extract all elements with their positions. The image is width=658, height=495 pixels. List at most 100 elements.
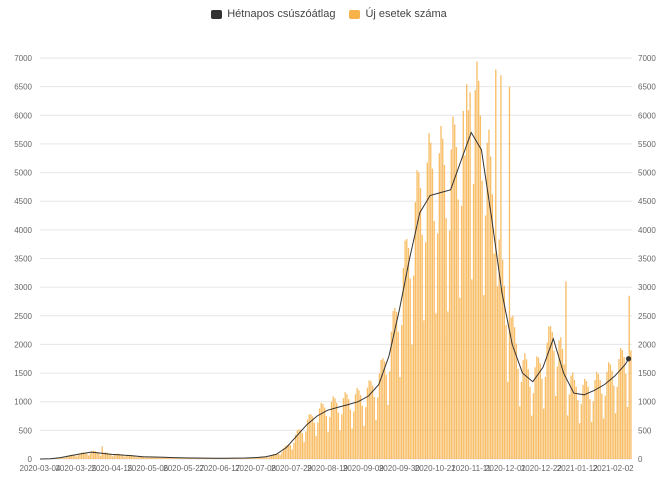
case-bar bbox=[556, 366, 559, 459]
case-bar bbox=[84, 452, 86, 459]
case-bar bbox=[510, 317, 512, 459]
case-bar bbox=[544, 377, 547, 459]
case-bar bbox=[344, 392, 346, 459]
case-bar bbox=[332, 396, 334, 459]
case-bar bbox=[584, 378, 586, 459]
case-bar bbox=[370, 381, 372, 459]
case-bar bbox=[353, 411, 355, 459]
case-bar bbox=[330, 401, 333, 459]
case-bar bbox=[125, 455, 127, 459]
case-bar bbox=[281, 452, 283, 459]
case-bar bbox=[382, 358, 384, 459]
case-bar bbox=[424, 242, 427, 459]
x-tick-label: 2021-02-02 bbox=[593, 464, 634, 473]
case-bar bbox=[79, 453, 81, 459]
case-bar bbox=[241, 458, 244, 459]
case-bar bbox=[130, 455, 132, 459]
case-bar bbox=[378, 373, 381, 459]
case-bar bbox=[501, 259, 504, 459]
x-tick-label: 2020-06-17 bbox=[199, 464, 240, 473]
case-bar bbox=[158, 457, 160, 459]
case-bar bbox=[96, 452, 98, 459]
case-bar bbox=[269, 456, 271, 459]
case-bar bbox=[91, 451, 93, 459]
legend-swatch-avg bbox=[211, 9, 223, 19]
case-bar bbox=[134, 456, 136, 459]
case-bar bbox=[260, 456, 263, 459]
case-bar bbox=[570, 375, 572, 459]
legend-label-cases: Új esetek száma bbox=[365, 8, 447, 20]
case-bar bbox=[303, 442, 305, 459]
case-bar bbox=[515, 343, 517, 459]
case-bar bbox=[93, 450, 95, 459]
case-bar bbox=[320, 402, 322, 459]
case-bar bbox=[159, 458, 162, 459]
x-tick-label: 2020-12-22 bbox=[521, 464, 562, 473]
case-bar bbox=[98, 453, 100, 459]
case-bar bbox=[265, 456, 268, 459]
case-bar bbox=[154, 456, 156, 459]
case-bar bbox=[327, 432, 329, 459]
case-bar bbox=[428, 133, 430, 459]
case-bar bbox=[69, 455, 71, 459]
case-bar bbox=[380, 359, 382, 459]
case-bar bbox=[120, 454, 122, 459]
case-bar bbox=[371, 385, 374, 459]
case-bar bbox=[608, 362, 610, 459]
case-bar bbox=[306, 419, 309, 459]
legend-item-cases[interactable]: Új esetek száma bbox=[349, 8, 447, 20]
case-bar bbox=[466, 84, 468, 459]
x-tick-label: 2020-07-29 bbox=[271, 464, 312, 473]
case-bar bbox=[426, 162, 428, 459]
case-bar bbox=[142, 456, 144, 459]
legend-item-avg[interactable]: Hétnapos csúszóátlag bbox=[211, 8, 335, 20]
case-bar bbox=[170, 457, 172, 459]
case-bar bbox=[105, 452, 107, 459]
case-bar bbox=[128, 454, 131, 459]
case-bar bbox=[537, 357, 540, 459]
case-bar bbox=[166, 457, 168, 459]
case-bar bbox=[469, 92, 471, 459]
y-tick-label-left: 500 bbox=[19, 426, 33, 435]
case-bar bbox=[277, 453, 280, 459]
case-bar bbox=[341, 414, 343, 459]
case-bar bbox=[368, 380, 370, 459]
x-tick-label: 2020-09-09 bbox=[343, 464, 384, 473]
case-bar bbox=[74, 455, 76, 459]
case-bar bbox=[433, 220, 435, 459]
y-tick-label-right: 4000 bbox=[638, 226, 656, 235]
case-bar bbox=[267, 457, 269, 459]
case-bar bbox=[72, 454, 74, 459]
case-bar bbox=[313, 422, 316, 459]
case-bar bbox=[597, 374, 600, 459]
case-bar bbox=[329, 417, 331, 459]
case-bar bbox=[575, 386, 577, 459]
case-bar bbox=[590, 422, 593, 459]
case-bar bbox=[389, 371, 391, 459]
case-bar bbox=[508, 86, 511, 460]
x-tick-label: 2020-03-25 bbox=[55, 464, 96, 473]
case-bar bbox=[274, 453, 276, 459]
case-bar bbox=[447, 311, 449, 459]
case-bar bbox=[443, 164, 446, 459]
x-tick-label: 2020-04-15 bbox=[91, 464, 132, 473]
case-bar bbox=[67, 455, 69, 459]
case-bar bbox=[558, 340, 560, 459]
case-bar bbox=[182, 457, 184, 459]
case-bar bbox=[151, 456, 153, 459]
moving-average-line bbox=[39, 131, 630, 460]
case-bar bbox=[402, 267, 405, 459]
case-bar bbox=[279, 455, 281, 459]
case-bar bbox=[489, 156, 492, 459]
case-bar bbox=[361, 405, 363, 459]
case-bar bbox=[445, 217, 447, 459]
case-bar bbox=[560, 337, 562, 459]
case-bar bbox=[118, 453, 121, 459]
case-bar bbox=[359, 394, 362, 459]
y-tick-label-left: 4000 bbox=[14, 226, 32, 235]
case-bar bbox=[115, 453, 117, 459]
case-bar bbox=[383, 361, 386, 459]
case-bar bbox=[354, 394, 357, 459]
case-bar bbox=[139, 456, 141, 459]
case-bar bbox=[60, 457, 62, 459]
